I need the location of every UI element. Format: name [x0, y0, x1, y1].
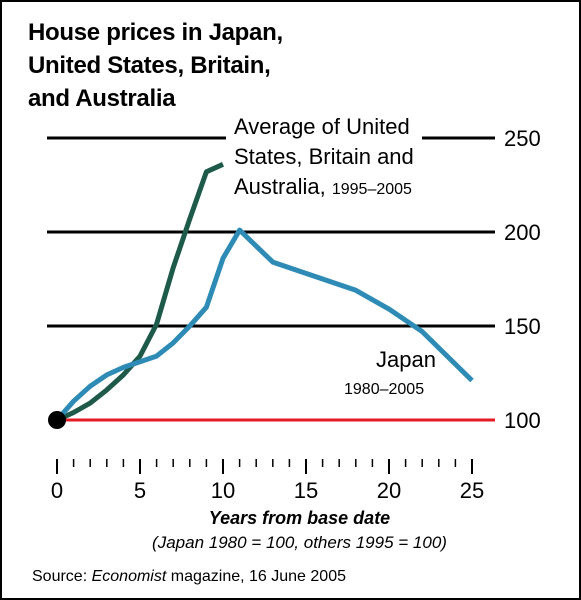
- average-series-line: [55, 162, 225, 423]
- x-tick-label-0: 0: [51, 478, 63, 503]
- x-tick-label-25: 25: [460, 478, 484, 503]
- average-label-line-1: Average of United: [234, 114, 410, 139]
- x-axis-sublabel: (Japan 1980 = 100, others 1995 = 100): [152, 533, 447, 552]
- chart-title: House prices in Japan, United States, Br…: [28, 16, 348, 115]
- y-tick-label-150: 150: [504, 314, 541, 339]
- y-tick-label-250: 250: [504, 126, 541, 151]
- x-axis-label: Years from base date: [208, 508, 391, 528]
- origin-marker: [48, 411, 66, 429]
- source-publication: Economist: [91, 568, 167, 585]
- title-line-2: United States, Britain,: [28, 52, 271, 79]
- japan-label-name: Japan: [376, 347, 436, 372]
- title-line-3: and Australia: [28, 85, 176, 112]
- x-tick-label-15: 15: [294, 478, 318, 503]
- japan-series-line: [55, 227, 474, 422]
- series-lines: [55, 162, 474, 423]
- origin-marker-group: [48, 411, 66, 429]
- source-prefix: Source:: [32, 568, 88, 585]
- japan-label-years-wrap: 1980–2005: [344, 372, 424, 405]
- source-note: Source: Economist magazine, 16 June 2005: [32, 568, 346, 586]
- japan-series-label: Japan: [364, 345, 436, 375]
- x-tick-label-20: 20: [377, 478, 401, 503]
- average-label-years: 1995–2005: [331, 181, 412, 198]
- y-tick-label-100: 100: [504, 408, 541, 433]
- average-label-line-3: Australia, 1995–2005: [234, 172, 414, 205]
- title-line-1: House prices in Japan,: [28, 19, 283, 46]
- x-tick-label-10: 10: [211, 478, 235, 503]
- x-tick-label-5: 5: [134, 478, 146, 503]
- average-label-line-2: States, Britain and: [234, 144, 414, 169]
- x-axis: 0 5 10 15 20 25: [51, 459, 484, 503]
- japan-label-years: 1980–2005: [344, 381, 425, 398]
- average-series-label: Average of United States, Britain and Au…: [226, 112, 422, 205]
- y-tick-label-200: 200: [504, 220, 541, 245]
- average-label-name: Australia,: [234, 174, 326, 199]
- source-suffix: magazine, 16 June 2005: [170, 568, 346, 585]
- y-tick-labels: 100 150 200 250: [504, 126, 541, 433]
